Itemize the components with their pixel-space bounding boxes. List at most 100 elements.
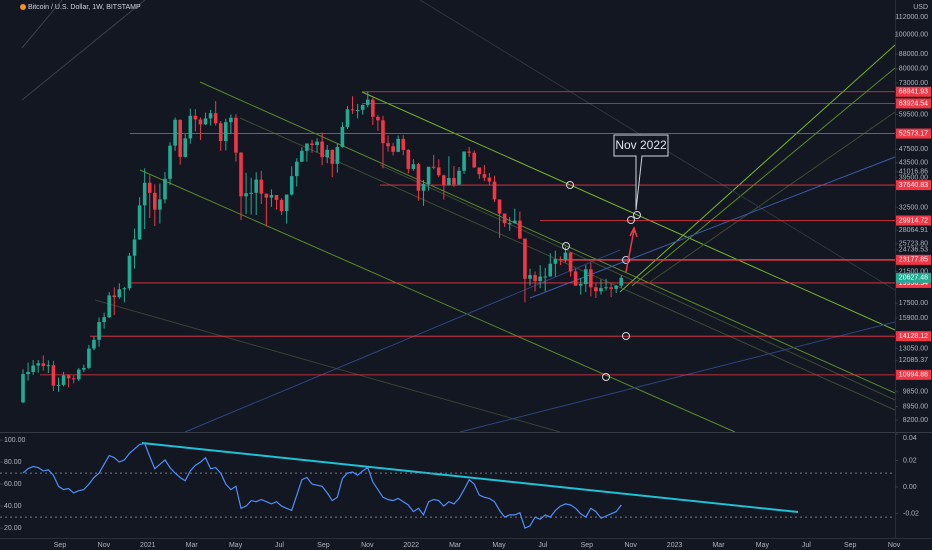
blue-line (459, 321, 896, 433)
candle-body (289, 176, 294, 195)
candle-body (213, 113, 218, 124)
symbol-icon (20, 4, 26, 10)
indicator-pane: 100.00 80.00 60.00 40.00 20.00 0.04 0.02 0.00 -0… (0, 433, 919, 532)
candle-body (127, 255, 132, 289)
level-box (896, 128, 931, 139)
candle-body (487, 177, 492, 182)
candle-body (345, 109, 350, 127)
candle-body (619, 277, 624, 286)
candle-body (173, 119, 177, 146)
x-tick-label: Nov (98, 542, 111, 549)
candle-body (239, 152, 243, 197)
candle-body (71, 378, 76, 380)
y-tick-label: 112000.00 (895, 14, 928, 21)
candle-body (61, 375, 66, 385)
y-tick-label: 59500.00 (899, 111, 928, 118)
symbol-title: Bitcoin / U.S. Dollar, 1W, BITSTAMP (28, 4, 141, 11)
candle-body (229, 117, 233, 123)
candle-body (244, 193, 248, 197)
candle-body (533, 275, 537, 282)
y2-tick-label: -0.02 (903, 510, 919, 517)
x-tick-label: Nov (624, 542, 637, 549)
marker (602, 373, 610, 381)
candle-body (122, 288, 127, 290)
candle-body (193, 115, 198, 120)
y-tick-label: 17500.00 (899, 300, 928, 307)
candle-body (558, 259, 563, 261)
candle-body (391, 146, 395, 152)
candle-body (330, 149, 335, 164)
y-tick-label: 47500.00 (899, 146, 928, 153)
marker (622, 256, 630, 264)
y-tick-label: 40.00 (4, 503, 22, 510)
candle-body (46, 365, 51, 367)
candle-body (36, 363, 41, 366)
channel-line (139, 169, 736, 433)
candle-body (300, 150, 304, 162)
level-box (896, 98, 931, 109)
y-tick-label: 9850.00 (903, 389, 928, 396)
x-tick-label: May (492, 542, 506, 549)
x-tick-label: Jul (802, 542, 811, 549)
candle-body (158, 199, 162, 210)
candle-body (406, 149, 411, 169)
y-tick-label: 20.00 (4, 525, 22, 532)
trend-line (21, 0, 146, 101)
candle-body (294, 161, 299, 177)
y-tick-label: 100.00 (4, 437, 26, 444)
x-tick-label: May (756, 542, 770, 549)
marker (562, 242, 570, 250)
candle-body (360, 104, 365, 110)
candle-body (548, 263, 553, 277)
candle-body (614, 285, 618, 289)
candle-body (254, 179, 259, 193)
candle-body (269, 194, 274, 198)
candle-body (21, 374, 25, 403)
candle-body (142, 182, 147, 206)
candle-body (573, 271, 578, 286)
candle-body (594, 287, 598, 292)
x-tick-label: Mar (449, 542, 462, 549)
candle-body (411, 164, 416, 169)
x-tick-label: Sep (581, 542, 594, 549)
candle-body (568, 252, 573, 272)
x-tick-label: Sep (54, 542, 67, 549)
y-tick-label: 28064.91 (899, 227, 928, 234)
level-label: 23177.85 (899, 257, 928, 264)
candle-body (315, 141, 319, 146)
level-box (896, 369, 931, 380)
callout-text: Nov 2022 (615, 138, 667, 152)
candle-body (502, 213, 507, 224)
level-label: 68941.93 (899, 89, 928, 96)
candle-body (66, 375, 71, 379)
candle-body (274, 194, 279, 200)
candle-body (355, 109, 360, 111)
level-box (896, 180, 931, 191)
marker (633, 211, 641, 219)
y-tick-label: 8200.00 (903, 417, 928, 424)
y-tick-label: 8950.00 (903, 403, 928, 410)
candle-body (218, 123, 223, 141)
y-tick-label: 41016.86 (899, 169, 928, 176)
x-tick-label: 2021 (140, 542, 156, 549)
level-label: 52573.17 (899, 130, 928, 137)
candle-body (198, 119, 203, 125)
callout (613, 134, 669, 211)
candle-body (518, 220, 522, 239)
y-tick-label: 80.00 (4, 459, 22, 466)
candle-body (203, 118, 208, 125)
x-tick-label: Nov (888, 542, 901, 549)
indicator-trend-line (141, 442, 799, 513)
candle-body (507, 223, 512, 225)
y2-tick-label: 0.02 (903, 457, 917, 464)
candle-body (97, 322, 101, 340)
level-label: 14128.12 (899, 333, 928, 340)
level-box (896, 86, 931, 97)
y-tick-label: 60.00 (4, 481, 22, 488)
candle-body (279, 199, 284, 212)
candle-body (325, 149, 329, 158)
y-tick-label: 12085.37 (899, 357, 928, 364)
x-tick-label: Jul (538, 542, 547, 549)
candle-body (264, 193, 269, 198)
